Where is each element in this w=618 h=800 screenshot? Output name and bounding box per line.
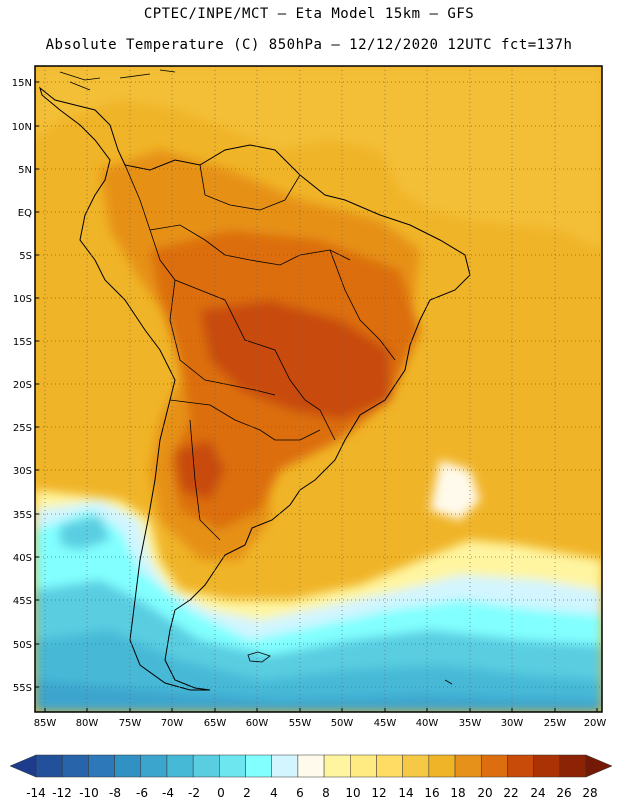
colorbar-swatch bbox=[402, 754, 430, 778]
colorbar-label: 26 bbox=[556, 786, 571, 800]
map-gridlines bbox=[35, 66, 602, 712]
temperature-field bbox=[35, 66, 602, 712]
chart-title-line-1: CPTEC/INPE/MCT — Eta Model 15km — GFS bbox=[143, 6, 475, 22]
lon-label: 65W bbox=[204, 718, 227, 729]
lon-label: 30W bbox=[501, 718, 524, 729]
axis-ticks bbox=[35, 81, 598, 712]
lon-label: 75W bbox=[119, 718, 142, 729]
colorbar-swatch bbox=[480, 754, 508, 778]
lon-label: 70W bbox=[161, 718, 184, 729]
lat-label: 15S bbox=[13, 337, 32, 348]
colorbar-label: 18 bbox=[450, 786, 465, 800]
longitude-labels: 85W 80W 75W 70W 65W 60W 55W 50W 45W 40W … bbox=[34, 718, 607, 729]
colorbar-label: 0 bbox=[217, 786, 225, 800]
colorbar-swatch bbox=[192, 754, 220, 778]
colorbar-label: 4 bbox=[270, 786, 278, 800]
colorbar-swatch bbox=[61, 754, 89, 778]
colorbar-label: 22 bbox=[503, 786, 518, 800]
lat-label: 30S bbox=[13, 466, 32, 477]
colorbar-swatch bbox=[35, 754, 63, 778]
colorbar-swatch bbox=[245, 754, 272, 778]
lat-label: 50S bbox=[13, 640, 32, 651]
lat-label: 10N bbox=[12, 122, 32, 133]
colorbar-swatch bbox=[297, 754, 325, 778]
colorbar-swatch bbox=[376, 754, 403, 778]
colorbar-label: -2 bbox=[188, 786, 200, 800]
colorbar-swatch bbox=[585, 754, 613, 778]
lat-label: 20S bbox=[13, 380, 32, 391]
lon-label: 20W bbox=[584, 718, 607, 729]
colorbar-swatch bbox=[428, 754, 456, 778]
colorbar-label: 6 bbox=[296, 786, 304, 800]
colorbar-swatch bbox=[533, 754, 561, 778]
colorbar-label: 2 bbox=[243, 786, 251, 800]
colorbar-swatch bbox=[559, 754, 587, 778]
colorbar-swatch bbox=[88, 754, 115, 778]
colorbar-labels: -14 -12 -10 -8 -6 -4 -2 0 2 4 6 8 10 12 … bbox=[26, 786, 597, 800]
colorbar-label: -4 bbox=[162, 786, 174, 800]
lon-label: 40W bbox=[416, 718, 439, 729]
colorbar-label: 28 bbox=[582, 786, 597, 800]
chart-title-line-2: Absolute Temperature (C) 850hPa — 12/12/… bbox=[45, 37, 573, 53]
colorbar-swatch bbox=[507, 754, 534, 778]
colorbar-label: -14 bbox=[26, 786, 46, 800]
colorbar-swatch bbox=[166, 754, 194, 778]
lon-label: 50W bbox=[331, 718, 354, 729]
colorbar-label: -6 bbox=[136, 786, 148, 800]
colorbar-label: 8 bbox=[322, 786, 330, 800]
lat-label: 15N bbox=[12, 78, 32, 89]
lon-label: 85W bbox=[34, 718, 57, 729]
lat-label: 5S bbox=[19, 251, 32, 262]
colorbar-label: 12 bbox=[371, 786, 386, 800]
lat-label: 10S bbox=[13, 294, 32, 305]
latitude-labels: 15N 10N 5N EQ 5S 10S 15S 20S 25S 30S 35S… bbox=[12, 78, 32, 694]
lon-label: 45W bbox=[374, 718, 397, 729]
colorbar-label: -8 bbox=[109, 786, 121, 800]
colorbar-swatch bbox=[114, 754, 142, 778]
colorbar-label: 14 bbox=[398, 786, 413, 800]
colorbar-swatch bbox=[454, 754, 482, 778]
lat-label: EQ bbox=[18, 208, 32, 219]
lat-label: 5N bbox=[18, 165, 32, 176]
lon-label: 55W bbox=[289, 718, 312, 729]
lat-label: 55S bbox=[13, 683, 32, 694]
lat-label: 25S bbox=[13, 423, 32, 434]
colorbar-swatch bbox=[140, 754, 168, 778]
colorbar-label: 20 bbox=[477, 786, 492, 800]
colorbar bbox=[9, 754, 613, 778]
lat-label: 35S bbox=[13, 510, 32, 521]
colorbar-swatch bbox=[323, 754, 351, 778]
lon-label: 80W bbox=[76, 718, 99, 729]
colorbar-swatch bbox=[9, 754, 37, 778]
colorbar-swatch bbox=[219, 754, 246, 778]
map-frame bbox=[34, 65, 603, 713]
colorbar-label: 10 bbox=[345, 786, 360, 800]
colorbar-label: -10 bbox=[79, 786, 99, 800]
lon-label: 60W bbox=[246, 718, 269, 729]
colorbar-swatch bbox=[271, 754, 299, 778]
colorbar-swatch bbox=[350, 754, 377, 778]
lon-label: 35W bbox=[459, 718, 482, 729]
colorbar-label: 24 bbox=[530, 786, 545, 800]
lon-label: 25W bbox=[544, 718, 567, 729]
lat-label: 45S bbox=[13, 596, 32, 607]
colorbar-label: -12 bbox=[52, 786, 72, 800]
lat-label: 40S bbox=[13, 553, 32, 564]
colorbar-label: 16 bbox=[424, 786, 439, 800]
